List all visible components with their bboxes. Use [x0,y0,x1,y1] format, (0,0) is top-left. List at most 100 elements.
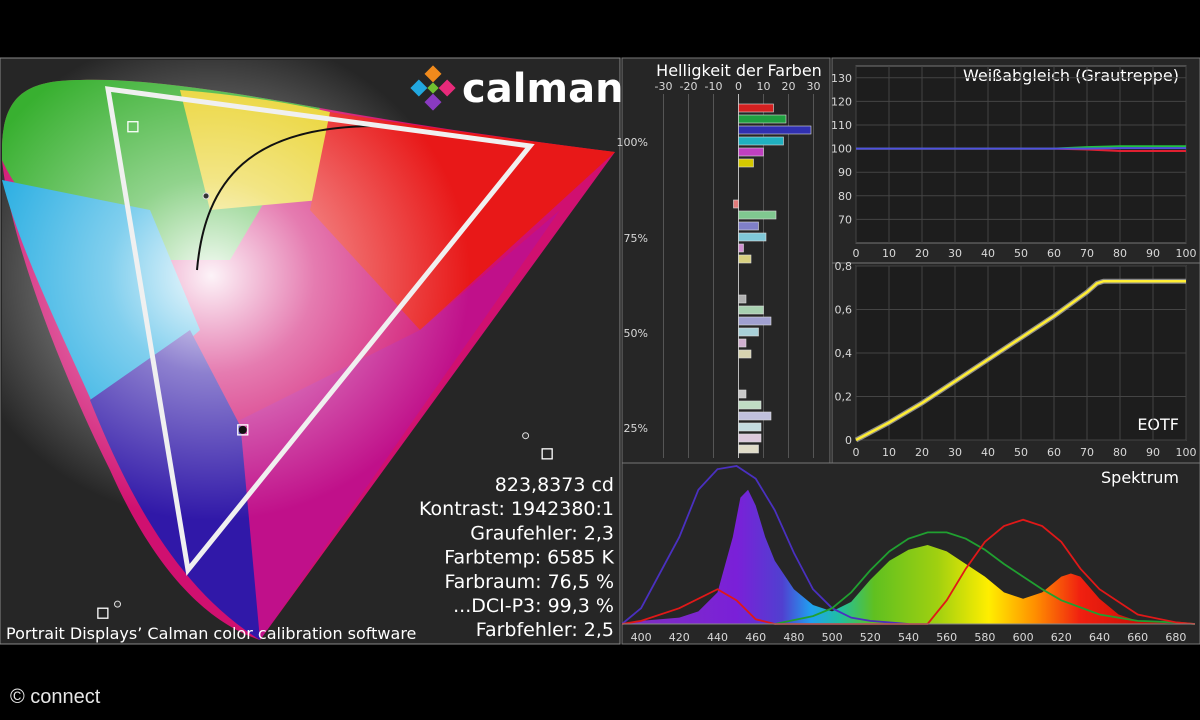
brightness-level-label: 75% [624,232,648,245]
brightness-bar [738,433,762,443]
spectrum-x-tick: 500 [822,631,843,644]
brightness-bar [738,411,772,421]
spectrum-x-tick: 580 [974,631,995,644]
eotf-x-tick: 40 [981,446,995,459]
eotf-x-tick: 80 [1113,446,1127,459]
wb-y-tick: 100 [831,143,852,156]
brightness-bar [738,210,777,220]
brightness-x-tick: 0 [735,80,742,93]
brightness-bar [738,136,784,146]
brightness-bar [738,221,759,231]
eotf-x-tick: 70 [1080,446,1094,459]
cie-target-marker [541,448,553,460]
stat-line: Farbtemp: 6585 K [444,547,614,569]
stat-line: 823,8373 cd [495,474,614,496]
brightness-bar [738,444,759,454]
spectrum-x-tick: 620 [1051,631,1072,644]
eotf-x-tick: 50 [1014,446,1028,459]
brightness-x-tick: -20 [680,80,698,93]
brightness-bar [738,349,752,359]
brightness-bar [738,294,747,304]
cie-target-marker [127,121,139,133]
wb-x-tick: 70 [1080,247,1094,260]
brightness-level-label: 100% [617,136,648,149]
spectrum-x-tick: 480 [783,631,804,644]
stat-line: Farbraum: 76,5 % [444,571,614,593]
stat-line: Kontrast: 1942380:1 [419,498,614,520]
spectrum-x-tick: 660 [1127,631,1148,644]
white-balance-chart: 70 80 90 100 110 120 130 0 10 20 30 40 50 60 70 80 90 100 [831,66,1197,260]
spectrum-chart: 400 420 440 460 480 500 520 540 560 580 600 620 640 6… [621,465,1196,644]
spectrum-x-tick: 440 [707,631,728,644]
wb-x-tick: 80 [1113,247,1127,260]
wb-x-tick: 60 [1047,247,1061,260]
wb-x-tick: 0 [853,247,860,260]
brightness-bar [738,243,744,253]
brightness-bar [738,316,772,326]
calman-logo-text: calman [462,66,624,112]
spectrum-reference-line [774,531,1196,625]
eotf-x-tick: 30 [948,446,962,459]
cie-white-point [238,425,247,434]
brightness-bar [738,389,747,399]
spectrum-title: Spektrum [1101,468,1179,487]
spectrum-x-tick: 460 [745,631,766,644]
stat-line: Graufehler: 2,3 [470,522,614,544]
brightness-x-tick: -30 [655,80,673,93]
brightness-x-tick: 10 [757,80,771,93]
wb-y-tick: 110 [831,119,852,132]
cie-measured-point [202,192,210,200]
spectrum-reference-line [621,518,1196,625]
brightness-bar [738,147,764,157]
brightness-bar [738,232,767,242]
eotf-y-tick: 0,8 [835,260,853,273]
eotf-x-tick: 60 [1047,446,1061,459]
cie-target-marker [237,424,249,436]
brightness-bar [738,400,762,410]
wb-y-tick: 80 [838,190,852,203]
spectrum-reference-line [621,465,909,625]
eotf-series-line [855,279,1186,442]
brightness-bar [738,422,762,432]
brightness-title: Helligkeit der Farben [656,61,822,80]
cie-diagram [2,60,618,643]
eotf-y-tick: 0,4 [835,347,853,360]
wb-y-tick: 90 [838,166,852,179]
spectrum-x-tick: 680 [1165,631,1186,644]
brightness-bar [738,305,764,315]
spectrum-x-tick: 540 [898,631,919,644]
spectrum-x-tick: 420 [669,631,690,644]
brightness-bar [738,338,747,348]
brightness-x-tick: 30 [807,80,821,93]
wb-x-tick: 20 [915,247,929,260]
brightness-bar [738,114,787,124]
spectrum-x-tick: 520 [860,631,881,644]
spectrum-x-tick: 640 [1089,631,1110,644]
calman-logo: calman [410,65,624,112]
wb-x-tick: 10 [882,247,896,260]
eotf-x-tick: 20 [915,446,929,459]
eotf-y-tick: 0,6 [835,304,853,317]
wb-x-tick: 40 [981,247,995,260]
stat-line: ...DCI-P3: 99,3 % [453,595,614,617]
spectrum-x-tick: 400 [631,631,652,644]
wb-x-tick: 100 [1176,247,1197,260]
eotf-chart: 0 0,2 0,4 0,6 0,8 0 10 20 30 40 50 60 70 80 90 100 [835,260,1197,459]
spectrum-measured-area [622,489,1195,624]
cie-white-core [2,60,618,643]
spectrum-x-tick: 600 [1013,631,1034,644]
wb-y-tick: 120 [831,95,852,108]
white-balance-title: Weißabgleich (Grautreppe) [963,66,1179,85]
credit-line: Portrait Displays’ Calman color calibrat… [6,624,416,643]
brightness-level-label: 25% [624,422,648,435]
wb-x-tick: 90 [1146,247,1160,260]
cie-measured-point [114,600,121,608]
wb-y-tick: 70 [838,213,852,226]
cie-measured-point [522,432,530,440]
eotf-y-tick: 0 [845,434,852,447]
brightness-panel [621,57,831,464]
brightness-bar [738,103,774,113]
eotf-x-tick: 90 [1146,446,1160,459]
